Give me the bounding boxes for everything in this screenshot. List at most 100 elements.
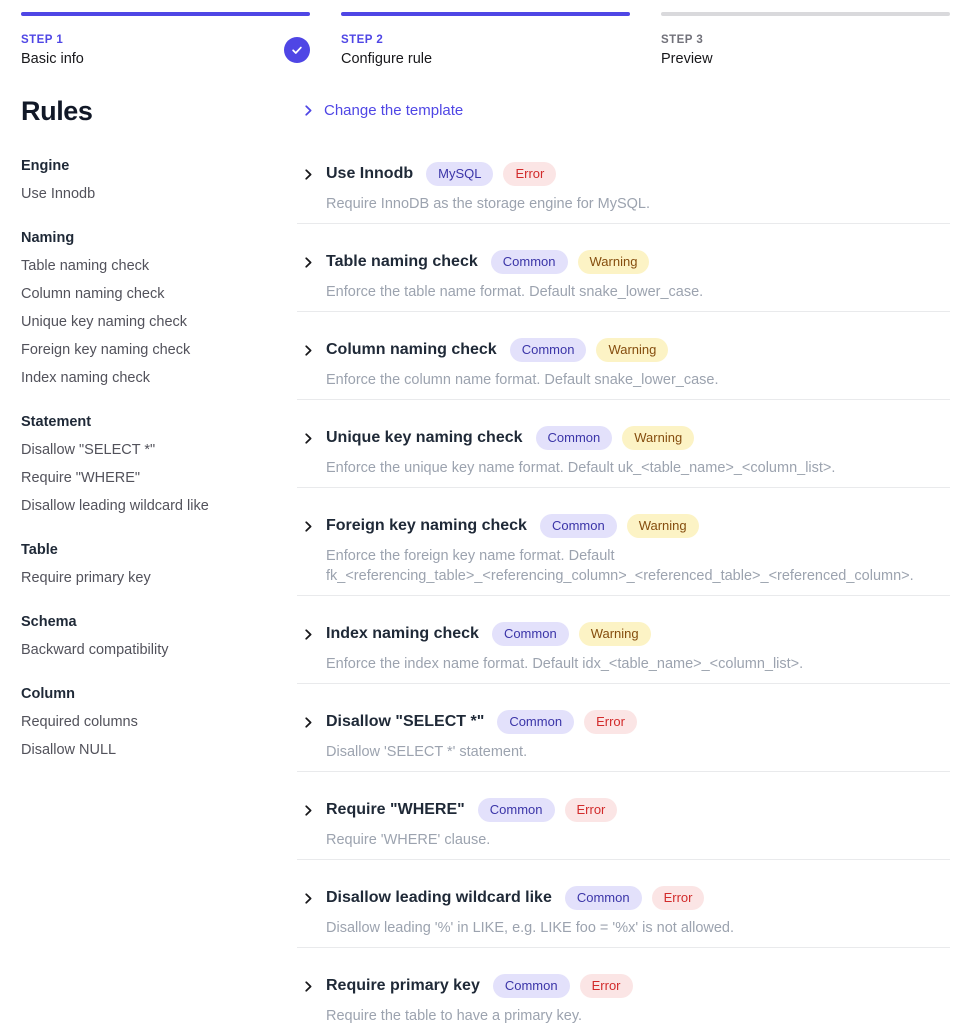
rules-list: Use Innodb MySQL Error Require InnoDB as… [297,136,950,1035]
stepper-step[interactable]: STEP 3 Preview [661,12,950,67]
rule-badge: Common [477,798,555,822]
sidebar-group-items: Use Innodb [21,180,297,208]
rule-badges: Common Warning [539,514,699,538]
main-content: Change the template Use Innodb [297,96,966,1035]
rule-item: Disallow leading wildcard like Common Er… [297,860,950,948]
rule-title: Column naming check [326,341,497,358]
sidebar-rule-link[interactable]: Use Innodb [21,186,96,202]
rule-description: Enforce the foreign key name format. Def… [326,548,914,584]
rule-header[interactable]: Disallow leading wildcard like Common Er… [302,886,950,910]
sidebar-group-label: Table [21,542,58,558]
step-completed-check-icon [284,37,310,63]
sidebar-group-label: Naming [21,230,75,246]
chevron-right-icon [302,980,315,993]
rule-description: Require 'WHERE' clause. [326,832,491,848]
page-content: Rules Engine Use Innodb Naming [0,96,966,1035]
chevron-right-icon [302,256,315,269]
chevron-right-icon [302,892,315,905]
rule-item: Require "WHERE" Common Error Require 'WH… [297,772,950,860]
sidebar-rule-link[interactable]: Foreign key naming check [21,342,191,358]
chevron-right-icon [302,432,315,445]
sidebar-group: Schema Backward compatibility [21,608,297,664]
rule-description: Enforce the table name format. Default s… [326,284,704,300]
rule-badge: Common [490,250,568,274]
rule-header[interactable]: Unique key naming check Common Warning [302,426,950,450]
rule-header[interactable]: Require "WHERE" Common Error [302,798,950,822]
rule-badge: Common [491,622,569,646]
sidebar-rule-link[interactable]: Index naming check [21,370,150,386]
change-template-link[interactable]: Change the template [302,102,463,119]
chevron-right-icon [302,344,315,357]
sidebar-group: Engine Use Innodb [21,152,297,208]
sidebar-group-label: Column [21,686,75,702]
rule-header[interactable]: Foreign key naming check Common Warning [302,514,950,538]
sidebar-rule-link[interactable]: Backward compatibility [21,642,169,658]
rule-badge: Common [564,886,642,910]
sidebar-rule-link[interactable]: Column naming check [21,286,165,302]
rule-badge: Error [579,974,633,998]
stepper-step[interactable]: STEP 1 Basic info [21,12,310,67]
rule-item: Require primary key Common Error Require… [297,948,950,1035]
rule-badge: Common [539,514,617,538]
sidebar-group-items: Table naming check Column naming check U… [21,252,297,392]
sidebar-group-items: Backward compatibility [21,636,297,664]
step-progress-bar [21,12,310,16]
rule-badge: Warning [577,250,650,274]
sidebar-rule-link[interactable]: Required columns [21,714,138,730]
sidebar-group-items: Disallow "SELECT *" Require "WHERE" Disa… [21,436,297,520]
sidebar-rule-link[interactable]: Disallow "SELECT *" [21,442,156,458]
rule-item: Unique key naming check Common Warning E… [297,400,950,488]
rule-header[interactable]: Use Innodb MySQL Error [302,162,950,186]
sidebar-title: Rules [21,96,93,126]
rule-title: Use Innodb [326,165,414,182]
rule-description: Disallow leading '%' in LIKE, e.g. LIKE … [326,920,735,936]
rule-title: Index naming check [326,625,479,642]
sidebar-rule-link[interactable]: Require "WHERE" [21,470,141,486]
stepper-step[interactable]: STEP 2 Configure rule [341,12,630,67]
rule-badge: Error [651,886,705,910]
step-title: Configure rule [341,51,433,67]
chevron-right-icon [302,628,315,641]
rule-description: Require the table to have a primary key. [326,1008,583,1024]
rule-badges: Common Error [497,710,637,734]
sidebar-group: Column Required columns Disallow NULL [21,680,297,764]
chevron-right-icon [302,804,315,817]
rule-item: Table naming check Common Warning Enforc… [297,224,950,312]
rule-badge: Warning [596,338,669,362]
rule-item: Foreign key naming check Common Warning … [297,488,950,596]
chevron-right-icon [302,520,315,533]
sidebar-rule-link[interactable]: Table naming check [21,258,150,274]
sidebar-rule-link[interactable]: Require primary key [21,570,151,586]
rule-header[interactable]: Disallow "SELECT *" Common Error [302,710,950,734]
rule-title: Foreign key naming check [326,517,527,534]
rule-badge: Common [492,974,570,998]
rule-header[interactable]: Index naming check Common Warning [302,622,950,646]
sidebar-rule-link[interactable]: Disallow leading wildcard like [21,498,209,514]
rule-badge: Error [503,162,557,186]
wizard-stepper: STEP 1 Basic info STEP 2 Configure rule … [0,0,966,67]
rule-title: Disallow leading wildcard like [326,889,552,906]
sidebar-rule-link[interactable]: Disallow NULL [21,742,117,758]
rule-badges: MySQL Error [426,162,557,186]
rule-badge: Warning [578,622,651,646]
sidebar-group-label: Engine [21,158,70,174]
rule-badge: Error [564,798,618,822]
sidebar-group-label: Statement [21,414,92,430]
rule-title: Require primary key [326,977,480,994]
sidebar-group-label: Schema [21,614,77,630]
rule-header[interactable]: Require primary key Common Error [302,974,950,998]
rule-title: Unique key naming check [326,429,523,446]
rule-badges: Common Warning [509,338,669,362]
sidebar-group: Statement Disallow "SELECT *" Require "W… [21,408,297,520]
chevron-right-icon [302,168,315,181]
sidebar-rule-link[interactable]: Unique key naming check [21,314,188,330]
rule-title: Table naming check [326,253,478,270]
step-label: STEP 2 [341,34,384,46]
rules-sidebar: Rules Engine Use Innodb Naming [0,96,297,764]
rule-header[interactable]: Table naming check Common Warning [302,250,950,274]
rule-header[interactable]: Column naming check Common Warning [302,338,950,362]
rule-badges: Common Warning [490,250,650,274]
step-title: Preview [661,51,713,67]
rule-description: Enforce the index name format. Default i… [326,656,804,672]
rule-badges: Common Warning [491,622,651,646]
